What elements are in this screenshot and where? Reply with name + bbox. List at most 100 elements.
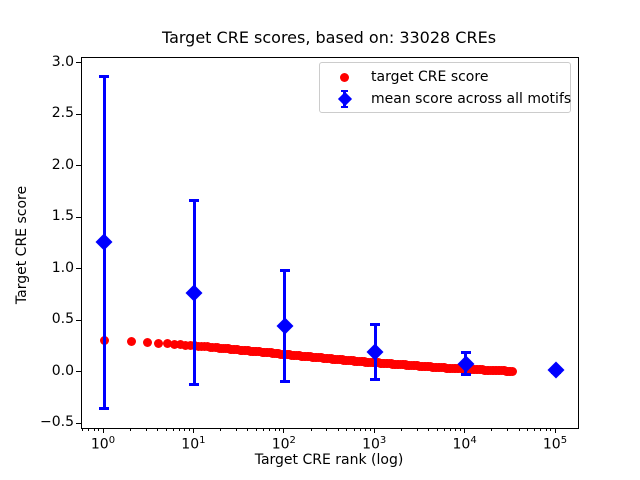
x-minor-tick — [310, 428, 312, 431]
x-tick-label: 101 — [181, 435, 206, 453]
x-minor-tick — [274, 428, 276, 431]
legend: target CRE score mean score across all mo… — [319, 62, 571, 113]
x-minor-tick — [269, 428, 271, 431]
blue-mean-point — [95, 233, 113, 251]
legend-errorbar-cap-bottom — [341, 106, 348, 108]
legend-row: target CRE score — [325, 66, 565, 88]
y-tick-label: 1.0 — [51, 259, 74, 276]
y-axis-label: Target CRE score — [14, 185, 30, 305]
x-minor-tick — [337, 428, 339, 431]
x-minor-tick — [279, 428, 281, 431]
y-major-tick — [76, 62, 81, 63]
red-data-point — [175, 340, 185, 350]
red-data-point — [162, 339, 172, 349]
x-tick-label: 105 — [542, 435, 568, 453]
x-minor-tick — [145, 428, 147, 431]
error-bar-cap-top — [370, 323, 381, 327]
y-tick-label: 3.0 — [51, 53, 74, 70]
x-minor-tick — [455, 428, 457, 431]
chart-title: Target CRE scores, based on: 33028 CREs — [161, 28, 497, 47]
blue-mean-point — [457, 355, 475, 373]
x-major-tick — [554, 428, 556, 433]
x-minor-tick — [184, 428, 186, 431]
x-minor-tick — [369, 428, 371, 431]
x-minor-tick — [364, 428, 366, 431]
x-minor-tick — [400, 428, 402, 431]
x-minor-tick — [550, 428, 552, 431]
y-tick-label: 2.0 — [51, 156, 74, 173]
error-bar-cap-bottom — [370, 377, 381, 381]
y-major-tick — [76, 113, 81, 115]
y-major-tick — [76, 319, 81, 321]
legend-errorbar-cap-top — [341, 90, 348, 92]
x-minor-tick — [263, 428, 265, 431]
error-bar-cap-top — [99, 74, 109, 78]
legend-row: mean score across all motifs — [325, 88, 571, 110]
x-minor-tick — [527, 428, 529, 431]
x-minor-tick — [93, 428, 95, 431]
x-minor-tick — [220, 428, 222, 431]
x-minor-tick — [436, 428, 438, 431]
y-major-tick — [76, 422, 81, 424]
y-major-tick — [76, 268, 81, 269]
legend-diamond-marker — [337, 91, 352, 107]
red-data-point — [153, 338, 163, 348]
error-bar-cap-bottom — [460, 372, 471, 376]
error-bar-cap-top — [460, 350, 471, 354]
red-data-point — [142, 337, 152, 347]
x-minor-tick — [178, 428, 180, 431]
x-major-tick — [464, 428, 466, 433]
blue-mean-point — [276, 317, 294, 335]
x-minor-tick — [545, 428, 547, 431]
x-major-tick — [192, 428, 194, 433]
x-minor-tick — [236, 428, 238, 431]
x-minor-tick — [172, 428, 174, 431]
x-axis-label: Target CRE rank (log) — [254, 452, 404, 468]
error-bar-cap-bottom — [99, 406, 109, 410]
x-minor-tick — [353, 428, 355, 431]
blue-mean-point — [185, 284, 203, 302]
x-minor-tick — [165, 428, 167, 431]
red-data-point — [181, 340, 191, 350]
x-minor-tick — [98, 428, 100, 431]
x-minor-tick — [359, 428, 361, 431]
blue-series-layer — [82, 58, 578, 428]
red-data-point — [508, 366, 517, 376]
y-tick-label: 0.0 — [51, 362, 74, 379]
error-bar-cap-top — [189, 199, 200, 203]
x-minor-tick — [540, 428, 542, 431]
legend-label: target CRE score — [371, 69, 489, 85]
x-major-tick — [102, 428, 104, 433]
y-major-tick — [76, 371, 81, 372]
x-tick-label: 102 — [271, 435, 296, 453]
x-minor-tick — [129, 428, 131, 431]
error-bar-cap-top — [279, 268, 290, 272]
error-bar-cap-bottom — [189, 382, 200, 386]
x-minor-tick — [444, 428, 446, 431]
blue-mean-point — [366, 343, 384, 361]
x-minor-tick — [188, 428, 190, 431]
x-minor-tick — [326, 428, 328, 431]
blue-mean-point — [547, 361, 565, 379]
x-minor-tick — [491, 428, 493, 431]
x-minor-tick — [88, 428, 90, 431]
y-tick-label: 1.5 — [51, 208, 74, 224]
plot-area: target CRE score mean score across all mo… — [81, 57, 579, 429]
error-bar-cap-bottom — [279, 379, 290, 383]
x-minor-tick — [428, 428, 430, 431]
x-minor-tick — [256, 428, 258, 431]
y-tick-label: −0.5 — [40, 414, 74, 430]
y-major-tick — [76, 216, 81, 218]
x-major-tick — [373, 428, 375, 433]
x-minor-tick — [507, 428, 509, 431]
x-minor-tick — [156, 428, 158, 431]
x-minor-tick — [82, 428, 84, 431]
red-data-point — [169, 339, 179, 349]
x-tick-label: 100 — [90, 435, 116, 453]
x-minor-tick — [518, 428, 520, 431]
red-data-point — [126, 336, 136, 346]
x-minor-tick — [416, 428, 418, 431]
x-minor-tick — [534, 428, 536, 431]
x-tick-label: 104 — [452, 435, 477, 453]
